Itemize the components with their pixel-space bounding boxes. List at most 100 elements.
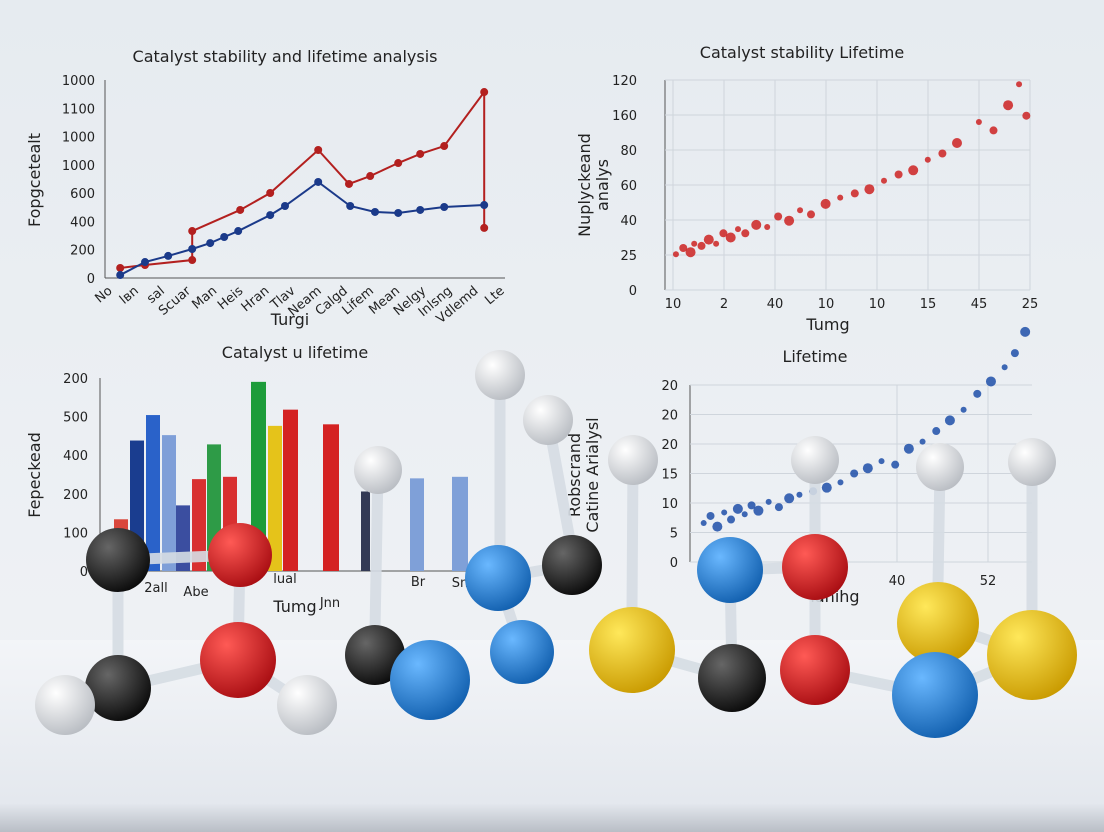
bar (283, 409, 298, 571)
line-point (366, 172, 375, 181)
scatter-point (989, 126, 998, 135)
scatter-point (765, 498, 772, 505)
x-tick-label: 40 (767, 297, 784, 312)
line-point (281, 202, 289, 211)
scatter-point (751, 219, 762, 230)
line-point (236, 205, 245, 214)
scatter-point (1001, 364, 1008, 371)
scatter-point (938, 149, 947, 158)
y-tick-label: 1100 (62, 102, 95, 117)
molecules (35, 350, 1077, 738)
axis-label: Tumg (272, 597, 316, 616)
scatter-point (1022, 111, 1031, 120)
y-tick-label: 20 (661, 409, 678, 424)
axis-label-line: analys (593, 159, 612, 211)
line-point (416, 149, 425, 158)
line-point (188, 227, 197, 236)
line-point (440, 142, 449, 151)
y-tick-label: 0 (80, 565, 88, 580)
scatter-point (697, 241, 706, 250)
scatter-point (706, 511, 715, 520)
scatter-point (679, 244, 688, 252)
line-point (164, 251, 173, 260)
y-tick-label: 80 (620, 144, 637, 159)
scatter-point (685, 247, 696, 258)
scatter-point (700, 520, 707, 527)
line-point (314, 146, 323, 155)
scatter-point (850, 189, 859, 198)
x-tick-label: 10 (818, 297, 835, 312)
scatter-point (774, 212, 783, 221)
scatter-point (741, 229, 750, 238)
scatter-point (924, 156, 931, 163)
scatter-point (753, 505, 764, 516)
bar (452, 476, 468, 571)
scatter-point (821, 482, 832, 493)
y-tick-label: 200 (70, 244, 95, 259)
y-tick-label: 40 (620, 214, 637, 229)
bar (410, 478, 424, 571)
scatter-point (960, 406, 967, 413)
panel-title: Lifetime (783, 347, 848, 366)
y-tick-label: 100 (63, 526, 88, 541)
scatter-point (764, 224, 771, 230)
x-tick-label: 40 (889, 574, 906, 589)
scatter-point (952, 138, 962, 148)
scatter-point (1020, 326, 1031, 337)
scatter-point (932, 427, 941, 436)
y-tick-label: 15 (661, 468, 678, 483)
y-tick-label: 10 (661, 497, 678, 512)
y-tick-label: 1000 (62, 131, 95, 146)
line-point (480, 201, 489, 210)
y-tick-label: 500 (63, 411, 88, 426)
bar (192, 479, 206, 571)
scatter-point (672, 251, 679, 258)
scatter-point (774, 503, 783, 512)
scatter-point (919, 438, 926, 445)
axis-label-line: Nuplyckeand (575, 133, 594, 237)
line-point (188, 256, 197, 265)
line-series (119, 180, 485, 276)
axis-label: RobscrandCatine Arialysl (565, 417, 602, 532)
scatter-point (703, 234, 714, 245)
panel-title: Catalyst u lifetime (222, 343, 368, 362)
scatter-point (1003, 100, 1014, 111)
scatter-point (735, 226, 741, 233)
atoms (35, 350, 1077, 738)
scatter-point (820, 198, 831, 209)
x-tick-label: 25 (1022, 297, 1039, 312)
line-point (394, 208, 403, 217)
scatter-point (807, 210, 815, 219)
x-tick-label: Abe (183, 585, 208, 600)
panel-title: Catalyst stability and lifetime analysis (133, 47, 438, 66)
scatter-point (741, 511, 748, 518)
y-tick-label: 1000 (62, 159, 95, 174)
axis-label: Fepeckead (25, 432, 44, 517)
scatter-point (837, 194, 844, 201)
line-series (120, 88, 486, 269)
scatter-point (691, 240, 698, 247)
x-tick-label: Sn (452, 576, 469, 591)
line-point (345, 179, 353, 188)
y-tick-label: 400 (70, 215, 95, 230)
y-tick-label: 200 (63, 488, 88, 503)
y-tick-label: 20 (661, 438, 678, 453)
bar (146, 415, 160, 571)
line-point (266, 189, 275, 198)
scatter-point (975, 119, 982, 125)
scatter-point (796, 491, 803, 498)
x-tick-label: 52 (980, 574, 997, 589)
line-point (116, 263, 125, 272)
line-point (394, 159, 403, 168)
y-tick-label: 25 (620, 249, 637, 264)
bar (323, 424, 339, 571)
y-tick-label: 400 (63, 449, 88, 464)
scatter-point (725, 232, 736, 243)
y-tick-label: 200 (63, 372, 88, 387)
line-point (440, 203, 449, 212)
charts: Catalyst stability and lifetime analysis… (25, 43, 1038, 616)
scatter-point (903, 443, 914, 454)
y-tick-label: 0 (629, 284, 637, 299)
x-tick-label: 10 (665, 297, 682, 312)
scatter-point (985, 376, 996, 387)
